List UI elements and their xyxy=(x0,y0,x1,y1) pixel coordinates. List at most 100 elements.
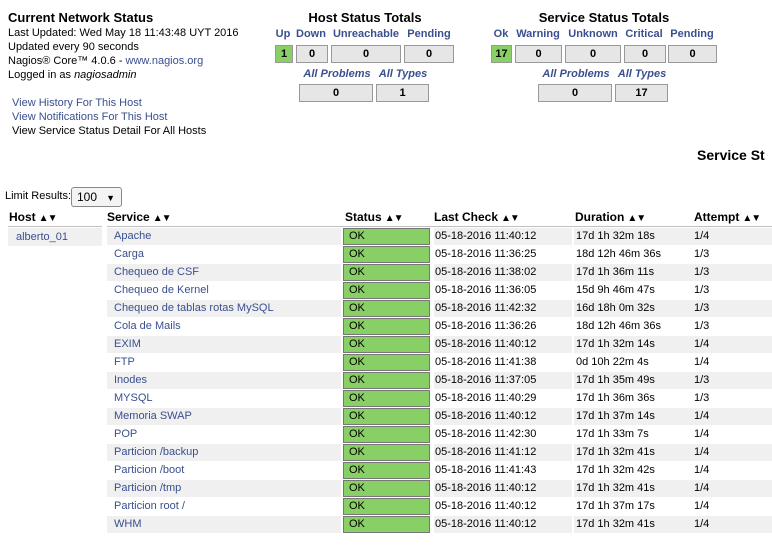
status-badge: OK xyxy=(343,444,430,461)
table-row: Chequeo de Kernel OK 05-18-2016 11:36:05 15… xyxy=(107,282,772,300)
service-name-link[interactable]: Chequeo de Kernel xyxy=(107,282,341,299)
core-version-text: Nagios® Core™ 4.0.6 - xyxy=(8,55,126,67)
duration-cell: 17d 1h 35m 49s xyxy=(574,372,693,389)
host-links: View History For This Host View Notifica… xyxy=(12,96,206,138)
view-history-link[interactable]: View History For This Host xyxy=(12,97,142,109)
last-check-cell: 05-18-2016 11:37:05 xyxy=(434,372,572,389)
service-name-link[interactable]: Chequeo de tablas rotas MySQL xyxy=(107,300,341,317)
last-check-cell: 05-18-2016 11:41:43 xyxy=(434,462,572,479)
column-host-label: Host xyxy=(9,210,36,224)
view-notifications-link[interactable]: View Notifications For This Host xyxy=(12,111,168,123)
service-name-link[interactable]: POP xyxy=(107,426,341,443)
service-name-link[interactable]: Carga xyxy=(107,246,341,263)
column-header-service[interactable]: Service ▲▼ xyxy=(107,210,171,224)
host-unreachable-count[interactable]: 0 xyxy=(331,45,401,63)
host-all-problems-label[interactable]: All Problems xyxy=(303,68,371,80)
host-pending-count[interactable]: 0 xyxy=(404,45,454,63)
service-name-link[interactable]: Particion /boot xyxy=(107,462,341,479)
service-name-link[interactable]: Particion root / xyxy=(107,498,341,515)
attempt-cell: 1/3 xyxy=(693,246,772,263)
table-row: EXIM OK 05-18-2016 11:40:12 17d 1h 32m 14s 1… xyxy=(107,336,772,354)
service-critical-label[interactable]: Critical xyxy=(625,28,663,40)
column-header-attempt[interactable]: Attempt ▲▼ xyxy=(694,210,761,224)
column-header-host[interactable]: Host ▲▼ xyxy=(9,210,58,224)
sort-arrows-icon[interactable]: ▲▼ xyxy=(384,213,404,224)
attempt-cell: 1/4 xyxy=(693,462,772,479)
service-critical-count[interactable]: 0 xyxy=(624,45,666,63)
host-totals-title: Host Status Totals xyxy=(308,10,422,25)
duration-cell: 17d 1h 37m 17s xyxy=(574,498,693,515)
status-badge: OK xyxy=(343,498,430,515)
service-name-link[interactable]: Particion /tmp xyxy=(107,480,341,497)
sort-arrows-icon[interactable]: ▲▼ xyxy=(152,213,172,224)
host-all-types-label[interactable]: All Types xyxy=(378,68,428,80)
chevron-down-icon: ▼ xyxy=(106,193,115,203)
column-attempt-label: Attempt xyxy=(694,210,740,224)
attempt-cell: 1/3 xyxy=(693,390,772,407)
status-badge: OK xyxy=(343,426,430,443)
service-name-link[interactable]: WHM xyxy=(107,516,341,533)
service-warning-count[interactable]: 0 xyxy=(515,45,562,63)
host-pending-label[interactable]: Pending xyxy=(407,28,451,40)
column-header-status[interactable]: Status ▲▼ xyxy=(345,210,404,224)
last-check-cell: 05-18-2016 11:40:12 xyxy=(434,516,572,533)
column-last-check-label: Last Check xyxy=(434,210,499,224)
service-pending-label[interactable]: Pending xyxy=(670,28,714,40)
duration-cell: 17d 1h 32m 41s xyxy=(574,444,693,461)
host-down-label[interactable]: Down xyxy=(296,28,326,40)
service-pending-count[interactable]: 0 xyxy=(668,45,717,63)
service-totals-title: Service Status Totals xyxy=(538,10,670,25)
service-warning-label[interactable]: Warning xyxy=(516,28,560,40)
column-header-last-check[interactable]: Last Check ▲▼ xyxy=(434,210,520,224)
header-divider xyxy=(107,226,772,227)
host-up-label[interactable]: Up xyxy=(275,28,291,40)
sort-arrows-icon[interactable]: ▲▼ xyxy=(742,213,761,224)
service-name-link[interactable]: Apache xyxy=(107,228,341,245)
duration-cell: 16d 18h 0m 32s xyxy=(574,300,693,317)
service-ok-count[interactable]: 17 xyxy=(491,45,512,63)
host-all-types-count[interactable]: 1 xyxy=(376,84,429,102)
sort-arrows-icon[interactable]: ▲▼ xyxy=(38,213,58,224)
last-check-cell: 05-18-2016 11:40:12 xyxy=(434,228,572,245)
attempt-cell: 1/3 xyxy=(693,282,772,299)
service-name-link[interactable]: Chequeo de CSF xyxy=(107,264,341,281)
service-ok-label[interactable]: Ok xyxy=(493,28,509,40)
view-service-detail-link[interactable]: View Service Status Detail For All Hosts xyxy=(12,125,207,137)
duration-cell: 18d 12h 46m 36s xyxy=(574,246,693,263)
sort-arrows-icon[interactable]: ▲▼ xyxy=(501,213,520,224)
column-header-duration[interactable]: Duration ▲▼ xyxy=(575,210,646,224)
table-row: Cola de Mails OK 05-18-2016 11:36:26 18d 12… xyxy=(107,318,772,336)
last-check-cell: 05-18-2016 11:42:32 xyxy=(434,300,572,317)
host-all-problems-count[interactable]: 0 xyxy=(299,84,373,102)
host-up-count[interactable]: 1 xyxy=(275,45,293,63)
service-name-link[interactable]: MYSQL xyxy=(107,390,341,407)
duration-cell: 17d 1h 32m 18s xyxy=(574,228,693,245)
core-version: Nagios® Core™ 4.0.6 - www.nagios.org xyxy=(8,54,239,68)
service-name-link[interactable]: EXIM xyxy=(107,336,341,353)
host-down-count[interactable]: 0 xyxy=(296,45,328,63)
service-all-types-label[interactable]: All Types xyxy=(617,68,667,80)
nagios-link[interactable]: www.nagios.org xyxy=(125,55,204,67)
service-name-link[interactable]: Inodes xyxy=(107,372,341,389)
service-name-link[interactable]: FTP xyxy=(107,354,341,371)
duration-cell: 15d 9h 46m 47s xyxy=(574,282,693,299)
limit-results-select[interactable]: 100 ▼ xyxy=(71,187,122,207)
attempt-cell: 1/4 xyxy=(693,444,772,461)
table-row: Inodes OK 05-18-2016 11:37:05 17d 1h 35m 49… xyxy=(107,372,772,390)
service-name-link[interactable]: Particion /backup xyxy=(107,444,341,461)
sort-arrows-icon[interactable]: ▲▼ xyxy=(627,213,646,224)
limit-results-label: Limit Results: xyxy=(5,190,72,202)
table-row: Particion /backup OK 05-18-2016 11:41:12 17… xyxy=(107,444,772,462)
service-name-link[interactable]: Memoria SWAP xyxy=(107,408,341,425)
last-check-cell: 05-18-2016 11:42:30 xyxy=(434,426,572,443)
host-link[interactable]: alberto_01 xyxy=(16,231,68,243)
service-all-problems-label[interactable]: All Problems xyxy=(542,68,610,80)
logged-in-user: nagiosadmin xyxy=(74,69,137,81)
service-all-types-count[interactable]: 17 xyxy=(615,84,668,102)
service-all-problems-count[interactable]: 0 xyxy=(538,84,612,102)
service-name-link[interactable]: Cola de Mails xyxy=(107,318,341,335)
service-unknown-label[interactable]: Unknown xyxy=(568,28,618,40)
service-unknown-count[interactable]: 0 xyxy=(565,45,621,63)
attempt-cell: 1/4 xyxy=(693,516,772,533)
host-unreachable-label[interactable]: Unreachable xyxy=(332,28,400,40)
